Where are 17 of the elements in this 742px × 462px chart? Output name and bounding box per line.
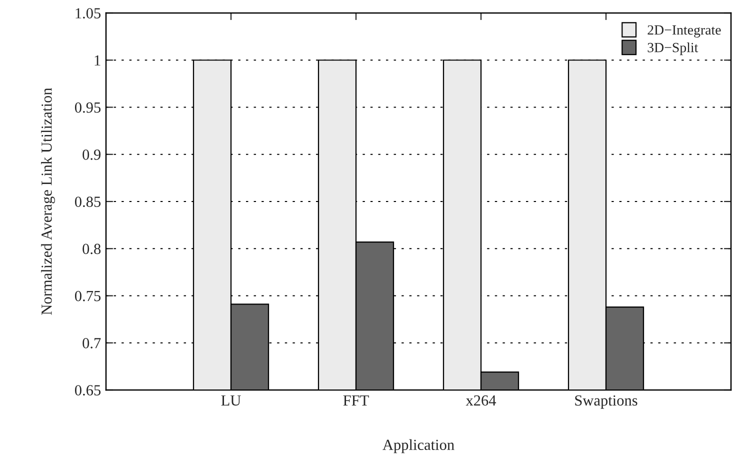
x-tick-label: x264 <box>466 395 496 406</box>
y-axis-title: Normalized Average Link Utilization <box>41 88 55 315</box>
y-tick-label: 1.05 <box>76 8 101 19</box>
y-tick-label: 0.7 <box>82 338 101 348</box>
x-axis-title: Application <box>382 439 454 454</box>
y-tick-label: 1 <box>94 55 100 66</box>
legend-label: 3D−Split <box>648 42 698 56</box>
y-tick-label: 0.85 <box>74 196 101 208</box>
legend-label: 2D−Integrate <box>648 25 721 38</box>
x-tick-label: LU <box>221 395 241 406</box>
y-tick-label: 0.9 <box>82 150 101 160</box>
y-tick-label: 0.65 <box>74 385 101 396</box>
x-tick-label: FFT <box>343 395 369 406</box>
y-tick-label: 0.95 <box>74 102 101 113</box>
y-tick-label: 0.75 <box>74 290 101 302</box>
y-tick-label: 0.8 <box>82 244 101 254</box>
x-tick-label: Swaptions <box>575 395 638 409</box>
